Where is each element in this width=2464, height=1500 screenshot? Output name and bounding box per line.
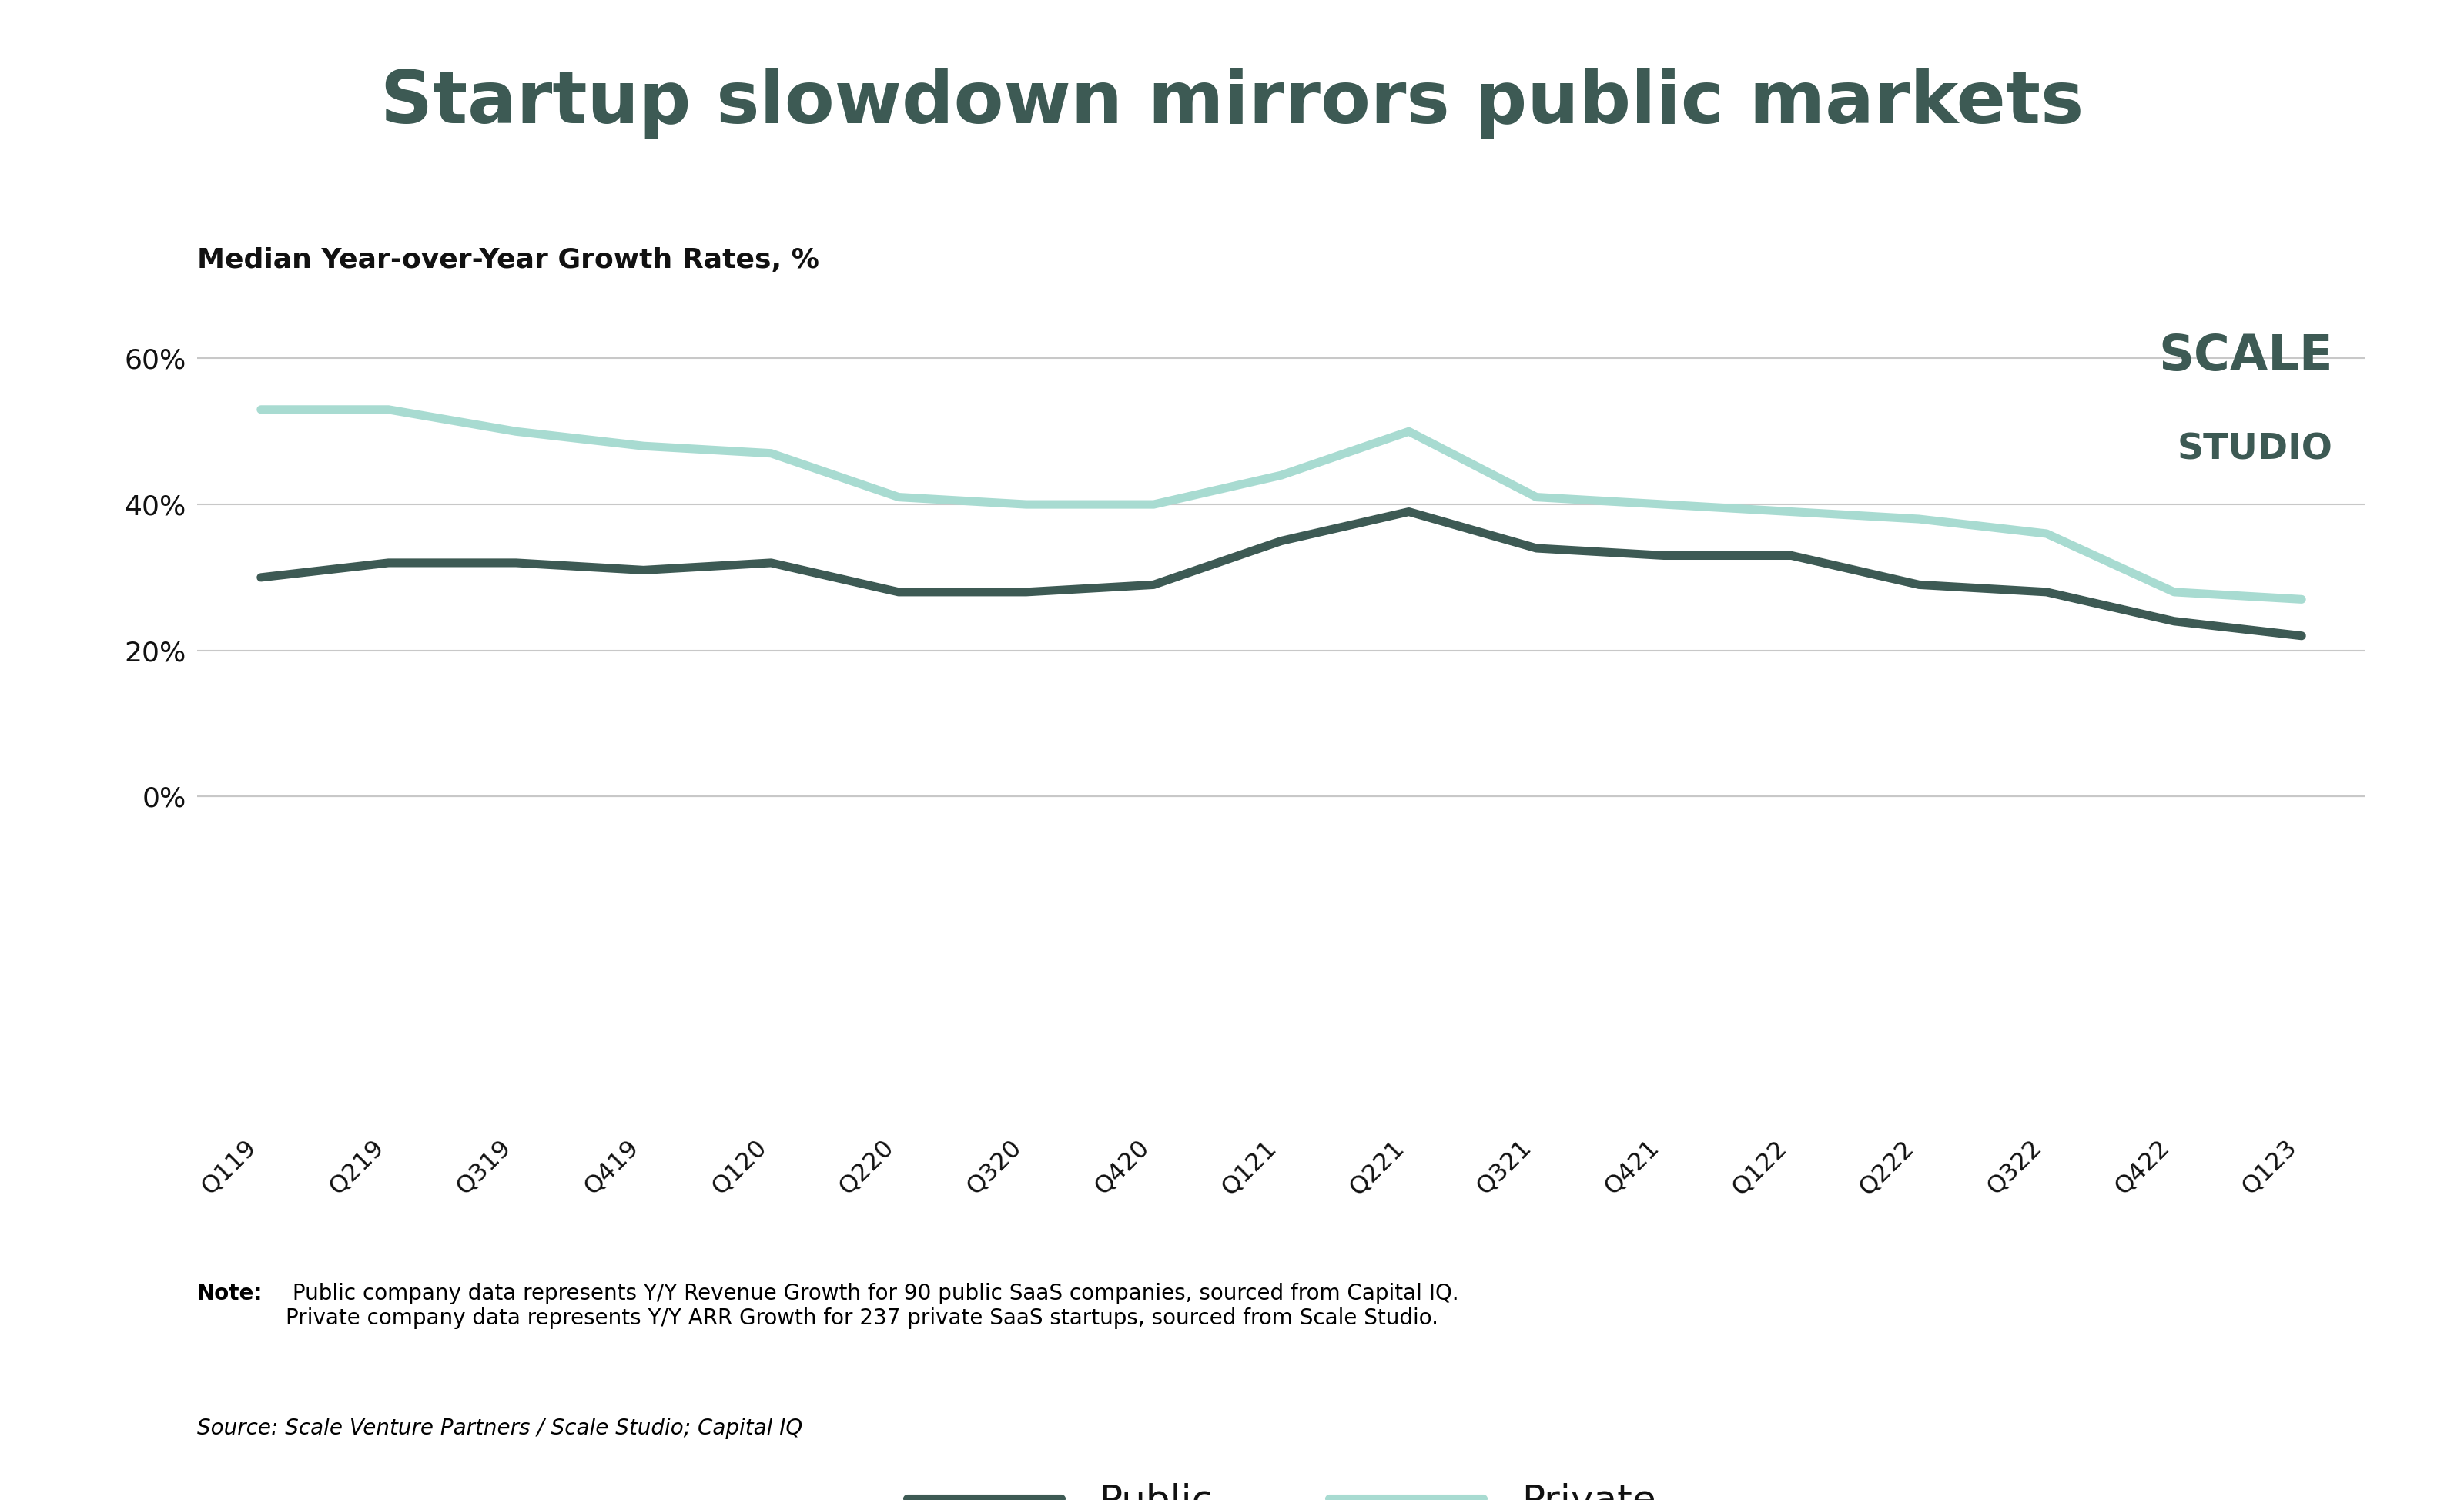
Text: STUDIO: STUDIO xyxy=(2178,432,2333,467)
Text: SCALE: SCALE xyxy=(2158,333,2333,381)
Legend: Public, Private: Public, Private xyxy=(892,1467,1671,1500)
Text: Note:: Note: xyxy=(197,1282,264,1304)
Text: Median Year-over-Year Growth Rates, %: Median Year-over-Year Growth Rates, % xyxy=(197,248,818,273)
Text: Startup slowdown mirrors public markets: Startup slowdown mirrors public markets xyxy=(379,68,2085,138)
Bar xyxy=(197,669,2365,794)
Text: Source: Scale Venture Partners / Scale Studio; Capital IQ: Source: Scale Venture Partners / Scale S… xyxy=(197,1418,803,1438)
Text: Public company data represents Y/Y Revenue Growth for 90 public SaaS companies, : Public company data represents Y/Y Reven… xyxy=(286,1282,1459,1329)
